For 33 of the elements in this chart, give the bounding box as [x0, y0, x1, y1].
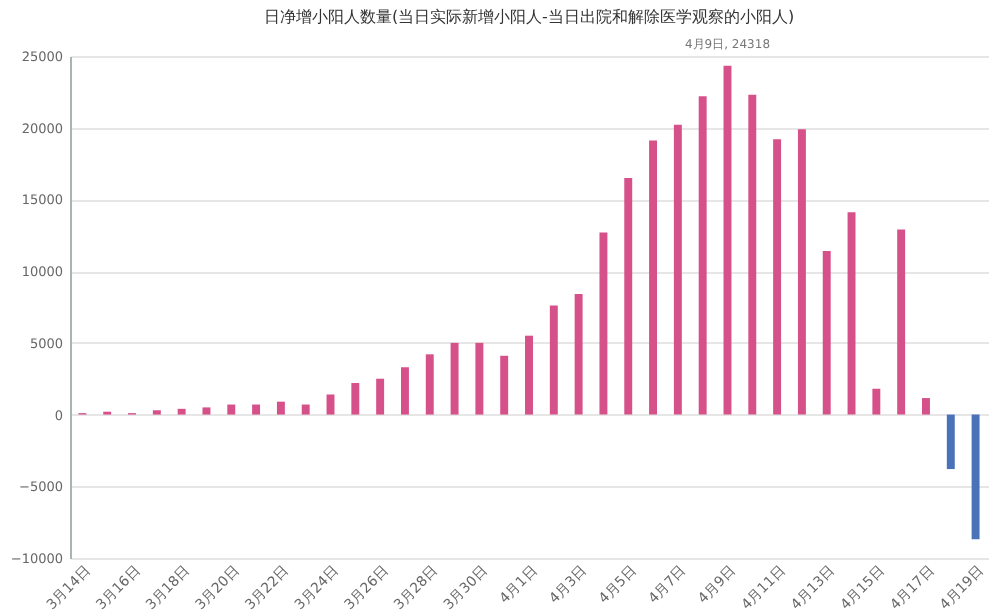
bar: [649, 140, 658, 415]
bar: [400, 367, 409, 415]
bar: [351, 383, 360, 415]
bar: [748, 94, 757, 415]
bar: [425, 354, 434, 415]
bar: [574, 294, 583, 415]
bar: [624, 177, 633, 415]
bar: [773, 139, 782, 415]
bar: [797, 129, 806, 415]
bar: [276, 401, 285, 415]
bar: [326, 394, 335, 415]
bar: [202, 407, 211, 415]
bar: [500, 355, 509, 415]
bar: [599, 232, 608, 415]
bar: [475, 342, 484, 415]
bar: [549, 305, 558, 415]
bar: [822, 251, 831, 415]
chart-title: 日净增小阳人数量(当日实际新增小阳人-当日出院和解除医学观察的小阳人): [263, 7, 795, 26]
bar: [698, 96, 707, 415]
bar: [971, 414, 980, 540]
bar: [673, 124, 682, 415]
bar: [847, 212, 856, 415]
bar: [897, 229, 906, 415]
bar: [525, 335, 533, 415]
bar: [946, 414, 955, 470]
bar: [252, 404, 261, 415]
bar: [922, 398, 930, 415]
bar: [227, 404, 236, 415]
bar: [301, 404, 310, 415]
bar: [872, 388, 881, 415]
bar: [376, 378, 385, 415]
bar: [450, 342, 459, 415]
bar: [177, 408, 186, 415]
